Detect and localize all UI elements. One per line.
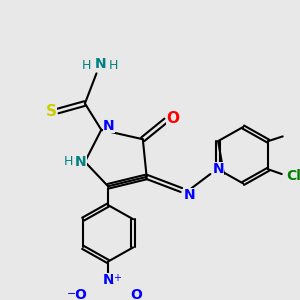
Text: O: O <box>166 111 179 126</box>
Text: N: N <box>183 188 195 202</box>
Text: N: N <box>102 273 114 287</box>
Text: H: H <box>82 59 92 72</box>
Text: H: H <box>64 155 73 168</box>
Text: O: O <box>130 288 142 300</box>
Text: N: N <box>103 119 115 133</box>
Text: N: N <box>94 57 106 71</box>
Text: H: H <box>109 59 119 72</box>
Text: N: N <box>212 162 224 176</box>
Text: +: + <box>113 274 121 284</box>
Text: S: S <box>46 103 57 118</box>
Text: −: − <box>67 289 76 298</box>
Text: Cl: Cl <box>286 169 300 183</box>
Text: O: O <box>74 288 86 300</box>
Text: N: N <box>75 155 87 169</box>
